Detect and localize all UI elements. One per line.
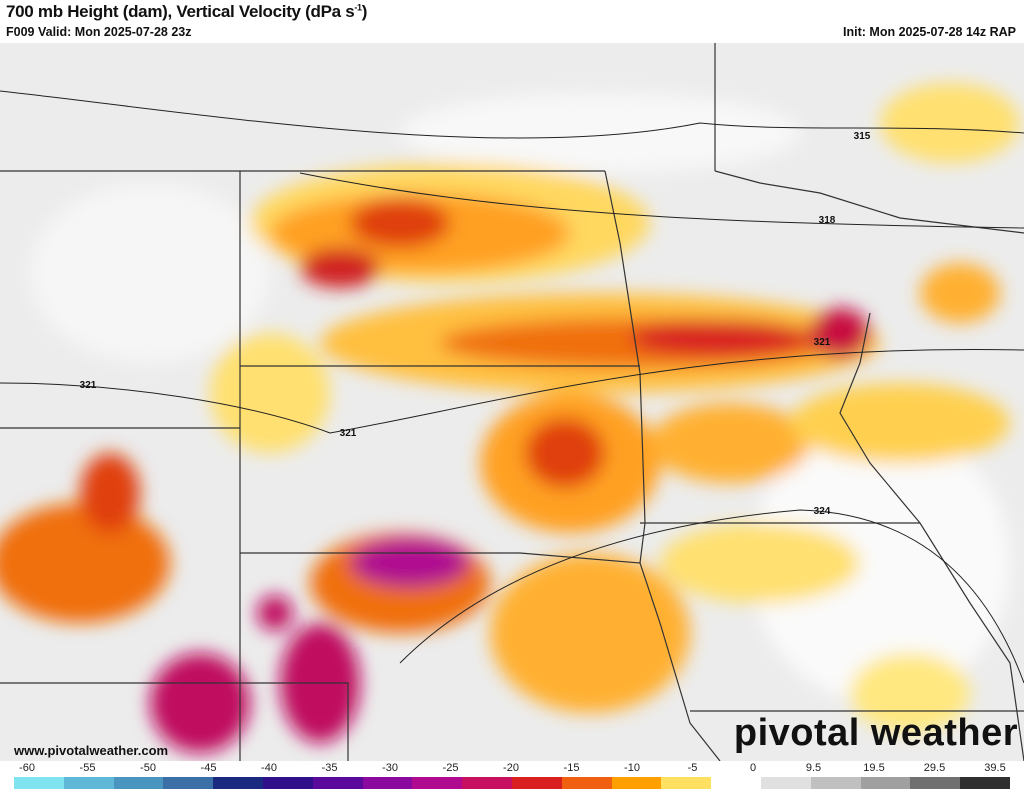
- contour-label: 324: [814, 506, 831, 517]
- colorbar-swatch: [14, 777, 64, 789]
- weather-map: 315 318 321 321 321 324: [0, 43, 1024, 761]
- colorbar-swatch: [213, 777, 263, 789]
- colorbar-swatch: [163, 777, 214, 789]
- colorbar-tick-label: 0: [749, 762, 757, 774]
- colorbar-tick-label: -20: [503, 762, 519, 774]
- height-contours: [0, 90, 1024, 684]
- brand-logo: pivotal weather: [733, 712, 1018, 754]
- colorbar-swatch: [511, 777, 562, 789]
- contour-label: 321: [340, 428, 357, 439]
- colorbar-tick-label: -60: [19, 762, 35, 774]
- colorbar-tick-label: -40: [261, 762, 277, 774]
- colorbar-tick-label: 9.5: [805, 762, 822, 774]
- contour-label: 315: [854, 131, 871, 142]
- valid-time: F009 Valid: Mon 2025-07-28 23z: [6, 25, 192, 39]
- colorbar-tick-label: -30: [382, 762, 398, 774]
- colorbar-tick-label: -55: [79, 762, 96, 774]
- colorbar-swatch: [462, 777, 512, 789]
- colorbar-tick-label: -45: [200, 762, 217, 774]
- colorbar-swatch: [561, 777, 612, 789]
- colorbar: [14, 777, 1010, 789]
- colorbar-swatch: [113, 777, 164, 789]
- state-borders: [0, 43, 1024, 761]
- colorbar-swatch: [910, 777, 961, 789]
- title-superscript: -1: [354, 2, 362, 13]
- colorbar-swatch: [262, 777, 313, 789]
- colorbar-swatch: [362, 777, 413, 789]
- contour-label: 321: [814, 337, 831, 348]
- website-url: www.pivotalweather.com: [14, 743, 169, 758]
- colorbar-swatch: [810, 777, 861, 789]
- title-text: 700 mb Height (dam), Vertical Velocity (…: [6, 2, 355, 21]
- colorbar-swatch: [661, 777, 712, 789]
- colorbar-swatch: [960, 777, 1010, 789]
- colorbar-tick-label: -10: [624, 762, 640, 774]
- colorbar-tick-label: -5: [687, 762, 698, 774]
- chart-title: 700 mb Height (dam), Vertical Velocity (…: [6, 2, 367, 22]
- colorbar-swatch: [412, 777, 463, 789]
- colorbar-tick-label: 19.5: [863, 762, 885, 774]
- init-time: Init: Mon 2025-07-28 14z RAP: [843, 25, 1016, 39]
- colorbar-swatch: [860, 777, 911, 789]
- colorbar-swatch: [312, 777, 363, 789]
- colorbar-swatch: [711, 777, 761, 789]
- colorbar-swatch: [611, 777, 662, 789]
- colorbar-tick-label: -35: [321, 762, 338, 774]
- colorbar-swatch: [63, 777, 114, 789]
- colorbar-swatch: [760, 777, 811, 789]
- colorbar-tick-label: 29.5: [923, 762, 946, 774]
- contour-label: 321: [80, 380, 97, 391]
- velocity-field: [0, 83, 1020, 753]
- colorbar-tick-label: 39.5: [984, 762, 1006, 774]
- contour-label: 318: [819, 215, 836, 226]
- colorbar-tick-label: -25: [442, 762, 459, 774]
- title-end: ): [361, 2, 368, 21]
- colorbar-tick-label: -15: [563, 762, 580, 774]
- colorbar-tick-label: -50: [140, 762, 156, 774]
- colorbar-labels: -60 -55 -50 -45 -40 -35 -30 -25 -20 -15 -10 -5 0 9.5 1…: [0, 762, 1024, 776]
